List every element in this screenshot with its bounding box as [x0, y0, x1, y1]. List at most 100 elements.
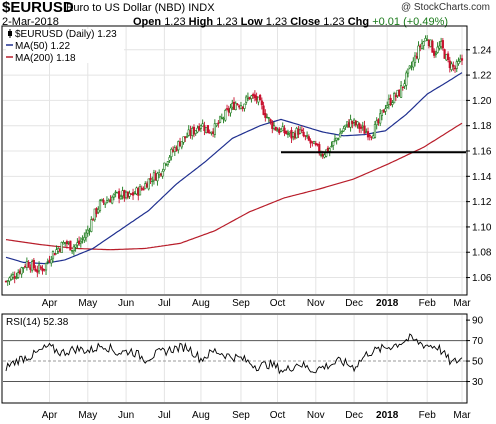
rsi-layer — [5, 333, 463, 375]
candle — [147, 178, 150, 191]
candle — [340, 130, 344, 134]
candle — [393, 91, 396, 104]
candlestick-icon — [8, 29, 12, 38]
close-label: Close — [290, 16, 321, 28]
time-tick-label: Dec — [345, 298, 363, 309]
candle — [452, 61, 455, 72]
candle — [265, 113, 269, 119]
candle — [158, 169, 161, 179]
candle — [57, 247, 60, 254]
candle — [187, 125, 190, 137]
candle — [90, 216, 93, 233]
candle — [349, 114, 352, 132]
time-tick-label: Aug — [192, 410, 210, 421]
candle — [365, 128, 368, 133]
candle — [245, 94, 248, 105]
candle — [239, 102, 243, 110]
candle — [363, 120, 366, 134]
candle — [144, 181, 147, 190]
candle — [41, 265, 44, 275]
candle — [22, 267, 25, 273]
candle — [178, 137, 182, 147]
candle — [201, 119, 204, 127]
candle — [346, 121, 349, 128]
candle — [292, 131, 295, 141]
candle — [86, 225, 89, 237]
candle — [102, 198, 105, 205]
candle — [314, 140, 317, 147]
candle — [271, 119, 274, 134]
candle — [394, 92, 397, 101]
candle — [290, 127, 293, 143]
candle — [351, 120, 354, 129]
candle — [386, 101, 389, 109]
time-tick-label: Nov — [307, 410, 325, 421]
candle — [446, 51, 450, 63]
candle — [255, 92, 258, 104]
candle — [440, 37, 443, 50]
candle — [29, 264, 32, 273]
candle — [31, 259, 34, 273]
candle — [269, 118, 272, 125]
candle — [203, 121, 206, 136]
candle — [48, 255, 51, 264]
candle — [436, 42, 439, 54]
candle — [339, 128, 342, 138]
ohlc-readout: Open 1.23 High 1.23 Low 1.23 Close 1.23 … — [133, 16, 448, 28]
candle — [403, 79, 406, 89]
time-tick-label: Apr — [42, 410, 58, 421]
candle — [222, 116, 225, 124]
candle — [231, 99, 234, 111]
candle — [305, 131, 309, 139]
candle — [232, 97, 236, 111]
candle — [83, 232, 86, 243]
candle — [450, 61, 453, 72]
legend-ma50-label: MA(50) 1.22 — [15, 41, 70, 52]
candle — [180, 141, 183, 150]
candle — [391, 99, 394, 108]
price-tick-label: 1.24 — [472, 45, 492, 56]
close-value: 1.23 — [323, 16, 345, 28]
candle — [95, 207, 98, 218]
candle — [387, 94, 391, 110]
time-tick-label: May — [78, 410, 97, 421]
candle — [215, 123, 218, 128]
candle — [131, 188, 135, 200]
candle — [302, 127, 305, 138]
candle — [250, 94, 253, 103]
candle — [347, 119, 350, 128]
candle — [6, 280, 9, 286]
time-tick-label: May — [78, 298, 97, 309]
candle — [24, 263, 27, 269]
time-tick-label: 2018 — [376, 410, 399, 421]
candle — [325, 149, 328, 158]
candle — [77, 236, 81, 246]
candle — [356, 121, 359, 129]
time-tick-label: Feb — [419, 298, 437, 309]
candle — [154, 170, 157, 181]
candle — [380, 110, 384, 121]
candle — [337, 137, 340, 141]
time-tick-label: Jul — [158, 410, 171, 421]
candle — [405, 70, 408, 90]
candle — [64, 242, 67, 247]
candle — [276, 127, 279, 132]
price-tick-label: 1.08 — [472, 248, 492, 259]
copyright-link[interactable]: @ StockCharts.com — [400, 2, 490, 13]
rsi-tick-label: 30 — [472, 377, 484, 388]
price-tick-label: 1.18 — [472, 121, 492, 132]
candle — [373, 120, 377, 139]
candle — [192, 124, 196, 138]
candle — [260, 97, 263, 110]
candle — [114, 190, 117, 198]
candle — [309, 138, 312, 148]
candle — [323, 153, 326, 159]
candle — [121, 186, 124, 200]
candle — [189, 125, 192, 139]
candle — [137, 186, 140, 201]
candle — [352, 118, 356, 127]
time-tick-label: 2018 — [376, 298, 399, 309]
candle — [67, 241, 70, 246]
candle — [453, 65, 457, 73]
